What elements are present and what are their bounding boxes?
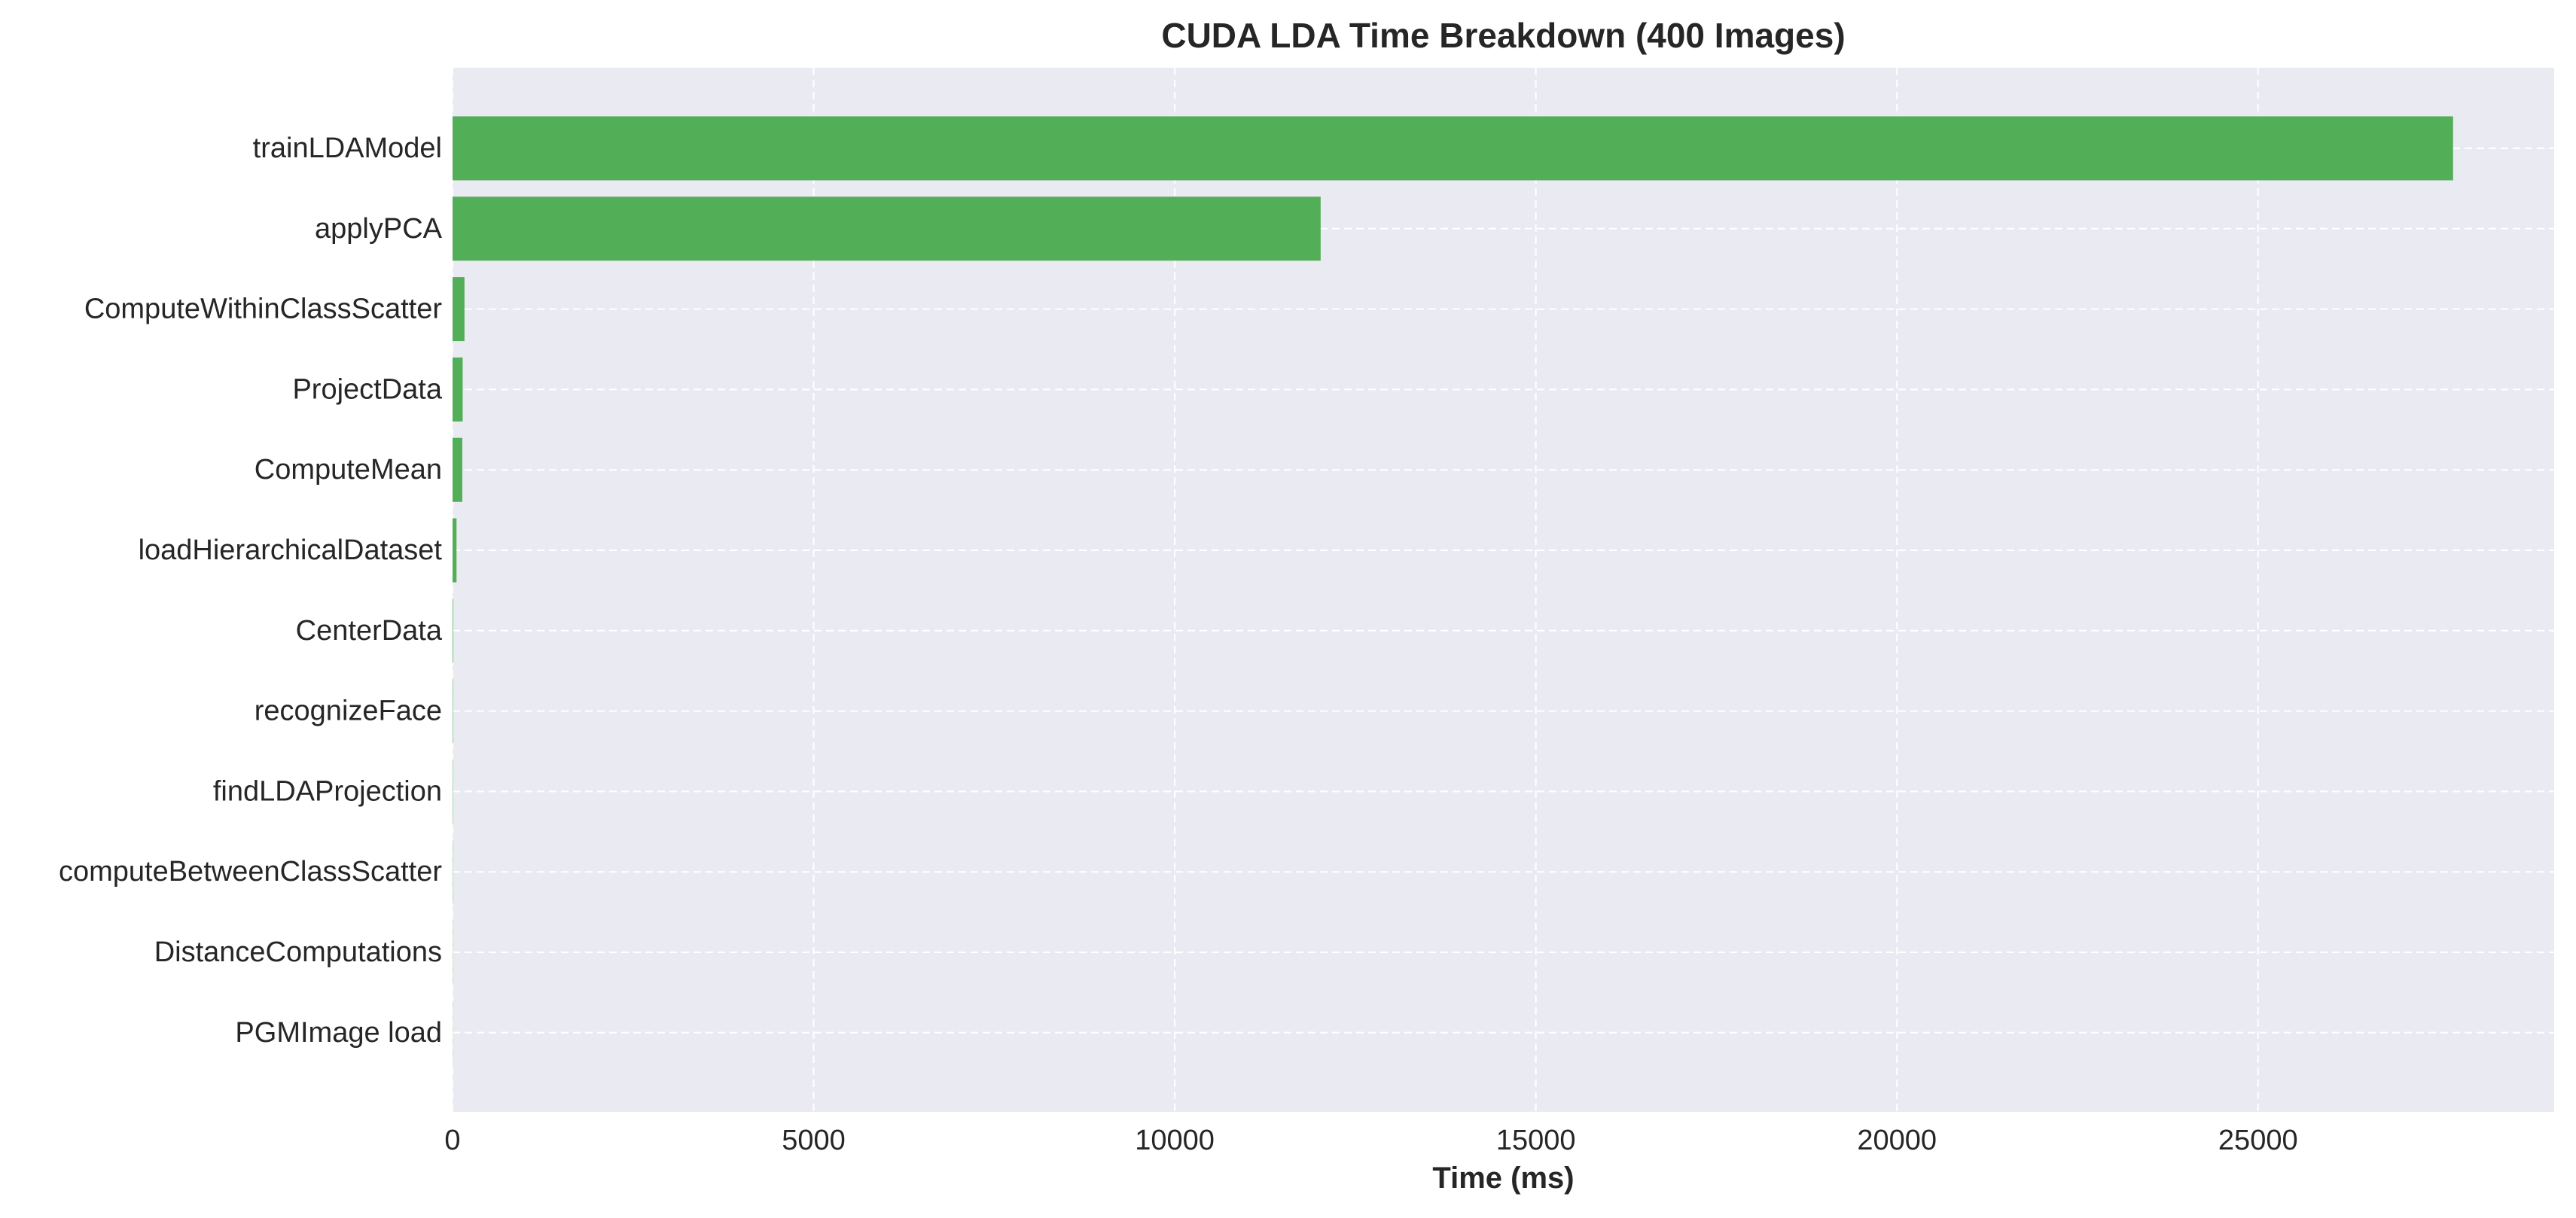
y-tick-label: loadHierarchicalDataset — [139, 534, 443, 566]
x-tick-label: 15000 — [1496, 1125, 1576, 1156]
bar-applypca — [453, 196, 1321, 261]
x-tick-label: 5000 — [782, 1125, 846, 1156]
y-tick-label: DistanceComputations — [154, 936, 442, 968]
chart-title: CUDA LDA Time Breakdown (400 Images) — [1161, 16, 1845, 55]
y-tick-label: findLDAProjection — [213, 775, 442, 807]
bars — [453, 116, 2453, 1065]
y-tick-label: ComputeMean — [255, 454, 442, 486]
y-tick-label: recognizeFace — [255, 696, 442, 727]
x-tick-label: 25000 — [2218, 1125, 2298, 1156]
bar-loadhierarchicaldataset — [453, 518, 457, 583]
bar-computewithinclassscatter — [453, 277, 465, 342]
y-tick-label: applyPCA — [315, 213, 443, 245]
bar-projectdata — [453, 357, 463, 422]
y-tick-label: CenterData — [296, 615, 443, 647]
y-tick-label: trainLDAModel — [253, 132, 442, 164]
y-tick-label: ComputeWithinClassScatter — [84, 294, 443, 325]
bar-computemean — [453, 437, 462, 502]
y-tick-label: computeBetweenClassScatter — [59, 856, 442, 888]
x-tick-label: 0 — [444, 1125, 460, 1156]
x-tick-labels: 0 5000 10000 15000 20000 25000 — [444, 1125, 2297, 1156]
y-tick-label: PGMImage load — [235, 1017, 442, 1049]
y-tick-label: ProjectData — [292, 373, 442, 405]
x-tick-label: 20000 — [1857, 1125, 1937, 1156]
y-tick-labels: trainLDAModel applyPCA ComputeWithinClassS… — [59, 132, 443, 1049]
x-axis-label: Time (ms) — [1432, 1162, 1574, 1195]
x-tick-label: 10000 — [1135, 1125, 1215, 1156]
bar-trainldamodel — [453, 116, 2453, 181]
